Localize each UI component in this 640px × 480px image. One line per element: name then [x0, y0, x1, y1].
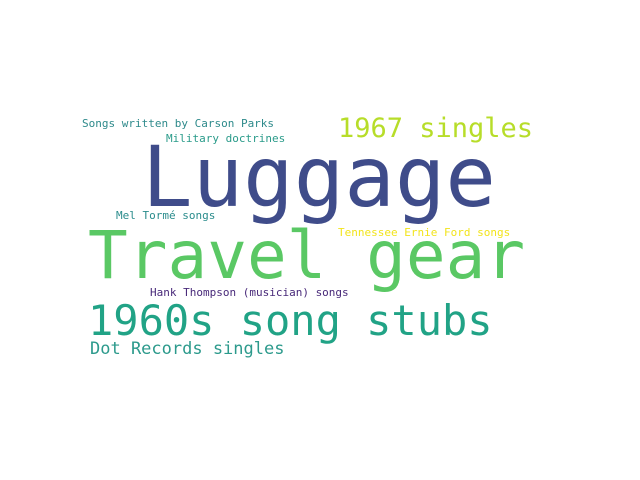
word-1960s-song-stubs: 1960s song stubs: [88, 296, 493, 345]
word-songs-written-by-carson-parks: Songs written by Carson Parks: [82, 117, 275, 130]
word-1967-singles: 1967 singles: [338, 113, 534, 144]
word-mel-torme-songs: Mel Tormé songs: [116, 209, 216, 222]
word-travel-gear: Travel gear: [88, 217, 526, 294]
word-dot-records-singles: Dot Records singles: [90, 339, 285, 359]
word-military-doctrines: Military doctrines: [166, 132, 286, 145]
word-tennessee-ernie-ford-songs: Tennessee Ernie Ford songs: [338, 226, 511, 239]
word-hank-thompson-songs: Hank Thompson (musician) songs: [150, 286, 349, 299]
word-luggage: Luggage: [142, 128, 497, 226]
